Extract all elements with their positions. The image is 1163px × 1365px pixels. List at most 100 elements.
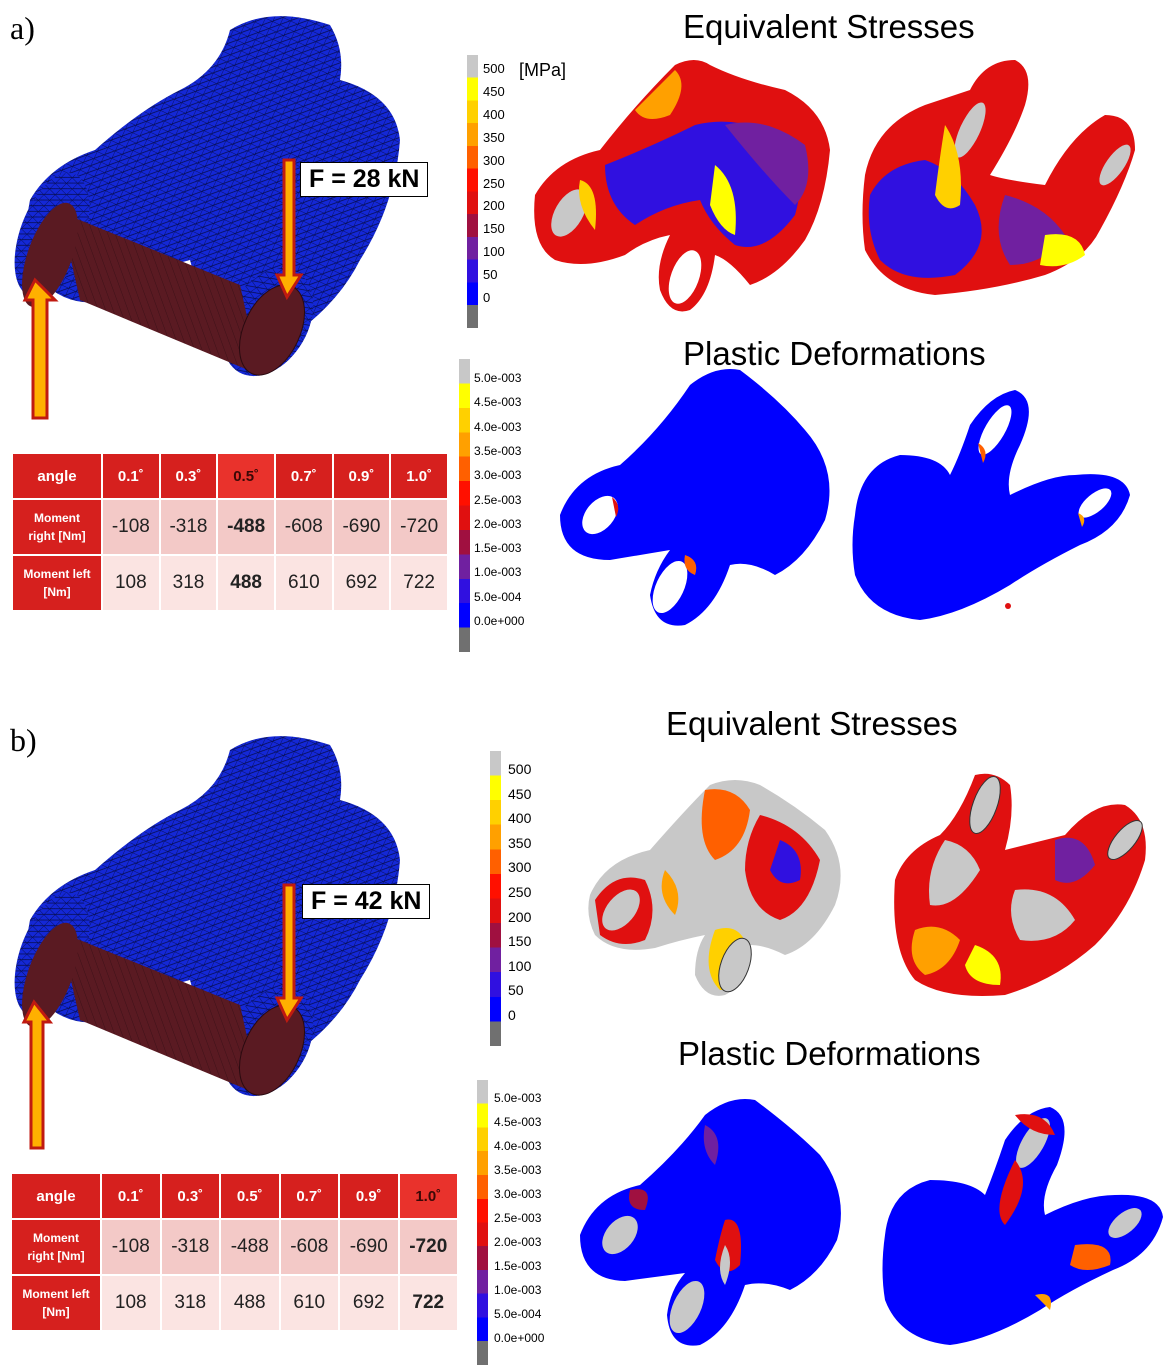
scale-tick-label: 450: [483, 83, 505, 99]
value-cell: 318: [161, 1276, 219, 1330]
value-cell: -488: [221, 1220, 279, 1274]
angle-cell: 0.7˚: [280, 1174, 338, 1218]
scale-tick-label: 0: [483, 290, 491, 305]
value-cell: -608: [275, 500, 332, 554]
scale-tick-label: 400: [483, 106, 505, 122]
load-arrow: [274, 883, 304, 1024]
plastic-part-left: [560, 369, 830, 626]
scale-tick-label: 50: [508, 982, 524, 999]
value-cell: -720: [399, 1220, 457, 1274]
scale-tick-label: 4.0e-003: [494, 1139, 542, 1153]
plastic-plot-b: [580, 1099, 1163, 1346]
scale-tick-label: 450: [508, 785, 532, 802]
scale-tick-label: 0: [508, 1007, 516, 1023]
value-cell: -720: [391, 500, 447, 554]
moment-left-row: Moment left [Nm] 108 318 488 610 692 722: [12, 1276, 457, 1330]
scale-tick-label: 400: [508, 810, 532, 827]
plastic-part-left: [580, 1099, 841, 1346]
fe-model-a: [14, 16, 401, 420]
stress-ticks-a: 500 450 400 350 300 250 200 150 100 50 0: [483, 61, 543, 311]
table-header-row: angle 0.1˚ 0.3˚ 0.5˚ 0.7˚ 0.9˚ 1.0˚: [13, 454, 447, 498]
scale-tick-label: 3.0e-003: [494, 1187, 542, 1201]
scale-tick-label: 5.0e-003: [474, 371, 522, 385]
angle-cell: 0.5˚: [221, 1174, 279, 1218]
plastic-heading-b: Plastic Deformations: [678, 1035, 981, 1072]
force-label-b: F = 42 kN: [302, 884, 431, 919]
stress-color-scale-a: [467, 55, 478, 328]
moment-table-a: angle 0.1˚ 0.3˚ 0.5˚ 0.7˚ 0.9˚ 1.0˚ Mome…: [11, 452, 449, 612]
value-cell: -108: [103, 500, 159, 554]
scale-tick-label: 350: [483, 129, 505, 145]
scale-tick-label: 5.0e-004: [494, 1307, 542, 1321]
plastic-part-right: [882, 1107, 1163, 1345]
value-cell: 318: [160, 556, 217, 610]
stress-unit-label: [MPa]: [519, 60, 567, 80]
scale-tick-label: 500: [483, 61, 505, 76]
scale-tick-label: 250: [483, 175, 505, 191]
value-cell: -608: [280, 1220, 338, 1274]
scale-tick-label: 200: [483, 198, 505, 214]
scale-tick-label: 3.5e-003: [474, 443, 522, 458]
panel-b-label: b): [10, 722, 37, 758]
scale-tick-label: 1.0e-003: [494, 1283, 542, 1297]
support-arrow: [21, 999, 54, 1150]
angle-cell: 0.1˚: [102, 1174, 160, 1218]
value-cell: 488: [218, 556, 274, 610]
scale-tick-label: 4.5e-003: [474, 395, 522, 410]
scale-tick-label: 4.0e-003: [474, 419, 522, 434]
moment-right-label: Moment right [Nm]: [12, 1220, 100, 1274]
stress-part-right: [894, 773, 1146, 996]
moment-right-row: Moment right [Nm] -108 -318 -488 -608 -69…: [13, 500, 447, 554]
value-cell: 722: [391, 556, 447, 610]
angle-cell: 1.0˚: [399, 1174, 457, 1218]
fe-model-b: [14, 736, 401, 1150]
moment-right-row: Moment right [Nm] -108 -318 -488 -608 -69…: [12, 1220, 457, 1274]
scale-tick-label: 200: [508, 908, 532, 925]
pin: [22, 202, 305, 376]
scale-tick-label: 2.5e-003: [474, 492, 522, 507]
moment-right-label: Moment right [Nm]: [13, 500, 101, 554]
value-cell: 108: [102, 1276, 160, 1330]
value-cell: 488: [221, 1276, 279, 1330]
scale-tick-label: 5.0e-004: [474, 589, 522, 604]
stress-ticks-b: 500 450 400 350 300 250 200 150 100 50 0: [508, 761, 548, 1026]
scale-tick-label: 2.5e-003: [494, 1211, 542, 1225]
value-cell: 692: [333, 556, 390, 610]
moment-left-row: Moment left [Nm] 108 318 488 610 692 722: [13, 556, 447, 610]
angle-cell: 0.9˚: [333, 454, 390, 498]
stress-plot-a: [534, 60, 1135, 312]
value-cell: -690: [340, 1220, 398, 1274]
scale-tick-label: 1.0e-003: [474, 565, 522, 580]
scale-tick-label: 4.5e-003: [494, 1115, 542, 1129]
scale-tick-label: 300: [508, 859, 532, 876]
value-cell: 108: [103, 556, 159, 610]
scale-tick-label: 2.0e-003: [474, 516, 522, 531]
scale-tick-label: 150: [508, 933, 532, 950]
scale-tick-label: 3.0e-003: [474, 468, 522, 483]
scale-tick-label: 1.5e-003: [474, 541, 522, 556]
plastic-color-scale-b: [477, 1080, 488, 1365]
scale-tick-label: 500: [508, 761, 532, 777]
stress-color-scale-b: [490, 751, 501, 1046]
scale-tick-label: 5.0e-003: [494, 1091, 542, 1105]
support-arrow: [22, 277, 59, 420]
pin: [22, 922, 305, 1096]
scale-tick-label: 100: [508, 957, 532, 974]
scale-tick-label: 100: [483, 244, 505, 260]
scale-tick-label: 1.5e-003: [494, 1259, 542, 1273]
value-cell: -318: [160, 500, 217, 554]
plastic-color-scale-a: [459, 359, 470, 652]
plastic-ticks-a: 5.0e-003 4.5e-003 4.0e-003 3.5e-003 3.0e-003…: [474, 371, 554, 631]
angle-cell: 0.1˚: [103, 454, 159, 498]
table-header-row: angle 0.1˚ 0.3˚ 0.5˚ 0.7˚ 0.9˚ 1.0˚: [12, 1174, 457, 1218]
scale-tick-label: 0.0e+000: [474, 614, 525, 628]
panel-a-label: a): [10, 10, 35, 46]
plastic-part-right: [852, 390, 1130, 620]
value-cell: -488: [218, 500, 274, 554]
moment-left-label: Moment left [Nm]: [12, 1276, 100, 1330]
scale-tick-label: 250: [508, 884, 532, 900]
stress-part-right: [862, 60, 1135, 295]
angle-cell: 0.5˚: [218, 454, 274, 498]
stress-heading-a: Equivalent Stresses: [683, 8, 975, 45]
value-cell: 722: [399, 1276, 457, 1330]
